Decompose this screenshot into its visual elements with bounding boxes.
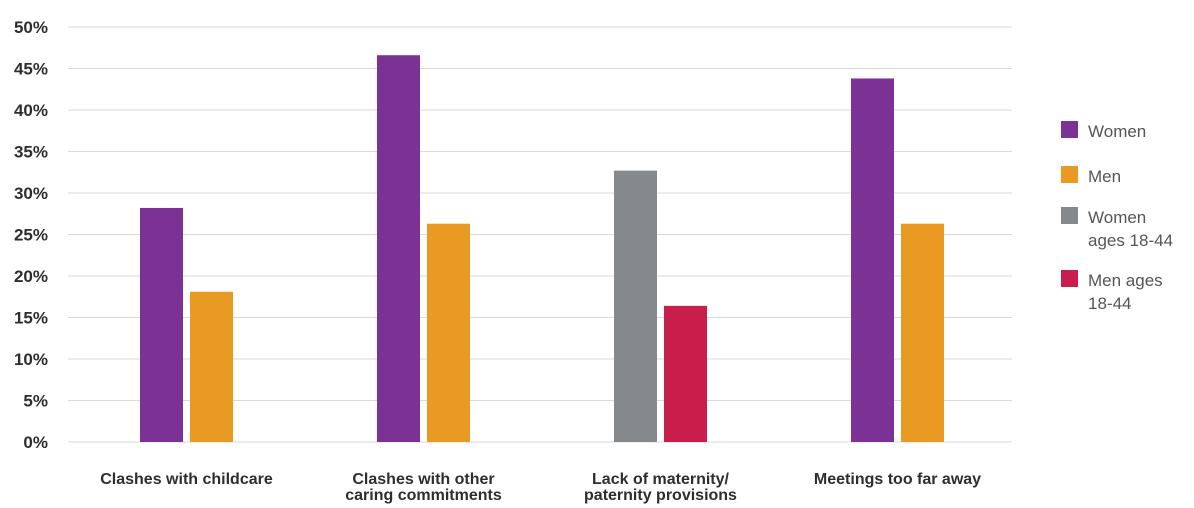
y-tick-label: 5%: [23, 392, 48, 411]
bar-men: [190, 291, 233, 442]
y-tick-label: 15%: [14, 309, 48, 328]
y-tick-label: 50%: [14, 18, 48, 37]
legend-label-women_18_44: Women ages 18-44: [1088, 208, 1173, 250]
category-labels: Clashes with childcare Clashes with other…: [100, 471, 981, 504]
legend-swatch-men_18_44: [1061, 270, 1078, 287]
category-label-line: Lack of maternity/: [592, 471, 729, 488]
category-label-line: Clashes with other: [352, 471, 494, 488]
bar-women: [377, 55, 420, 442]
bar-men: [427, 223, 470, 442]
legend-label-line: Men: [1088, 167, 1121, 186]
category-label-line: caring commitments: [345, 487, 502, 504]
category-label: Clashes with other caring commitments: [345, 471, 502, 504]
y-tick-label: 20%: [14, 267, 48, 286]
y-tick-label: 10%: [14, 350, 48, 369]
legend-swatch-men: [1061, 166, 1078, 183]
y-tick-label: 35%: [14, 143, 48, 162]
legend-swatch-women_18_44: [1061, 207, 1078, 224]
legend-label-line: 18-44: [1088, 294, 1131, 313]
legend-label-men: Men: [1088, 167, 1121, 186]
bar-men: [901, 223, 944, 442]
bar-women: [851, 78, 894, 443]
legend-label-line: ages 18-44: [1088, 231, 1173, 250]
category-label: Clashes with childcare: [100, 471, 273, 488]
legend-label-line: Women: [1088, 122, 1146, 141]
y-tick-label: 45%: [14, 60, 48, 79]
category-label-line: paternity provisions: [584, 487, 737, 504]
category-label-line: Clashes with childcare: [100, 471, 273, 488]
bar-women: [140, 207, 183, 442]
y-tick-label: 30%: [14, 184, 48, 203]
bar-women_18_44: [614, 170, 657, 442]
legend: Women Men Women ages 18-44 Men ages 18-44: [1061, 121, 1173, 313]
legend-label-line: Women: [1088, 208, 1146, 227]
category-label: Lack of maternity/paternity provisions: [584, 471, 737, 504]
y-axis-tick-labels: 0% 5% 10% 15% 20% 25% 30% 35% 40% 45% 50%: [14, 18, 48, 452]
legend-label-women: Women: [1088, 122, 1146, 141]
bars: [140, 55, 944, 443]
y-tick-label: 0%: [23, 433, 48, 452]
y-tick-label: 25%: [14, 226, 48, 245]
category-label-line: Meetings too far away: [814, 471, 981, 488]
legend-label-line: Men ages: [1088, 271, 1163, 290]
legend-swatch-women: [1061, 121, 1078, 138]
legend-label-men_18_44: Men ages 18-44: [1088, 271, 1163, 313]
bar-men_18_44: [664, 305, 707, 442]
y-tick-label: 40%: [14, 101, 48, 120]
category-label: Meetings too far away: [814, 471, 981, 488]
